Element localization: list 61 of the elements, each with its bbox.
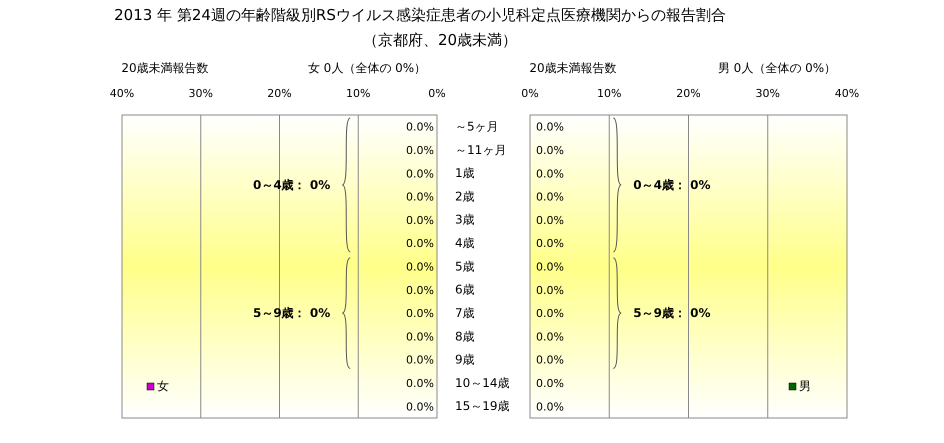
y-tick-label: 2歳 [455,189,475,204]
x-tick-label: 20% [267,87,292,100]
x-tick-label: 10% [346,87,370,100]
text: 女 0人（全体の 0%） [308,61,426,75]
x-tick-label: 20% [676,87,701,100]
y-tick-label: 7歳 [455,306,475,320]
annotation: 0～4歳： 0% [633,178,710,192]
y-tick-label: ～11ヶ月 [455,142,506,157]
y-tick-label: 8歳 [455,329,475,344]
x-tick-label: 30% [188,87,213,100]
data-label: 0.0% [536,144,564,157]
data-label: 0.0% [406,260,434,274]
annotation: 0～4歳： 0% [253,178,330,192]
data-label: 0.0% [406,284,434,297]
text: 男 0人（全体の 0%） [718,61,836,75]
data-label: 0.0% [536,190,564,204]
text: 20歳未満報告数 [529,61,617,75]
data-label: 0.0% [536,284,564,297]
data-label: 0.0% [406,237,434,250]
data-label: 0.0% [536,400,564,414]
data-label: 0.0% [536,167,564,180]
y-tick-label: 5歳 [455,259,475,274]
x-tick-label: 40% [110,87,134,100]
x-tick-label: 0% [521,87,539,100]
data-label: 0.0% [536,214,564,227]
data-label: 0.0% [406,377,434,390]
y-tick-label: 10～14歳 [455,376,510,390]
legend-label: 男 [799,379,811,393]
data-label: 0.0% [406,307,434,320]
data-label: 0.0% [406,144,434,157]
data-label: 0.0% [406,120,434,134]
annotation: 5～9歳： 0% [633,306,710,320]
x-tick-label: 10% [597,87,622,100]
y-tick-label: 4歳 [455,236,475,250]
data-label: 0.0% [406,190,434,204]
y-tick-label: 3歳 [455,212,475,227]
data-label: 0.0% [536,354,564,367]
data-label: 0.0% [536,120,564,134]
data-label: 0.0% [536,330,564,344]
data-label: 0.0% [406,214,434,227]
y-tick-label: 1歳 [455,166,475,180]
legend-label: 女 [157,379,169,393]
chart-subtitle: （京都府、20歳未満） [362,31,518,49]
x-tick-label: 0% [428,87,446,100]
data-label: 0.0% [536,377,564,390]
text: 20歳未満報告数 [121,61,209,75]
y-tick-label: ～5ヶ月 [455,119,499,134]
data-label: 0.0% [536,237,564,250]
y-tick-label: 9歳 [455,352,475,367]
chart-title: 2013 年 第24週の年齢階級別RSウイルス感染症患者の小児科定点医療機関からの報告割合 [114,6,726,24]
x-tick-label: 40% [834,87,860,100]
data-label: 0.0% [536,260,564,274]
data-label: 0.0% [406,354,434,367]
data-label: 0.0% [406,330,434,344]
data-label: 0.0% [406,400,434,414]
y-tick-label: 6歳 [455,282,475,297]
annotation: 5～9歳： 0% [253,306,330,320]
x-tick-label: 30% [756,87,780,100]
data-label: 0.0% [406,167,434,180]
data-label: 0.0% [536,307,564,320]
y-tick-label: 15～19歳 [455,399,510,414]
